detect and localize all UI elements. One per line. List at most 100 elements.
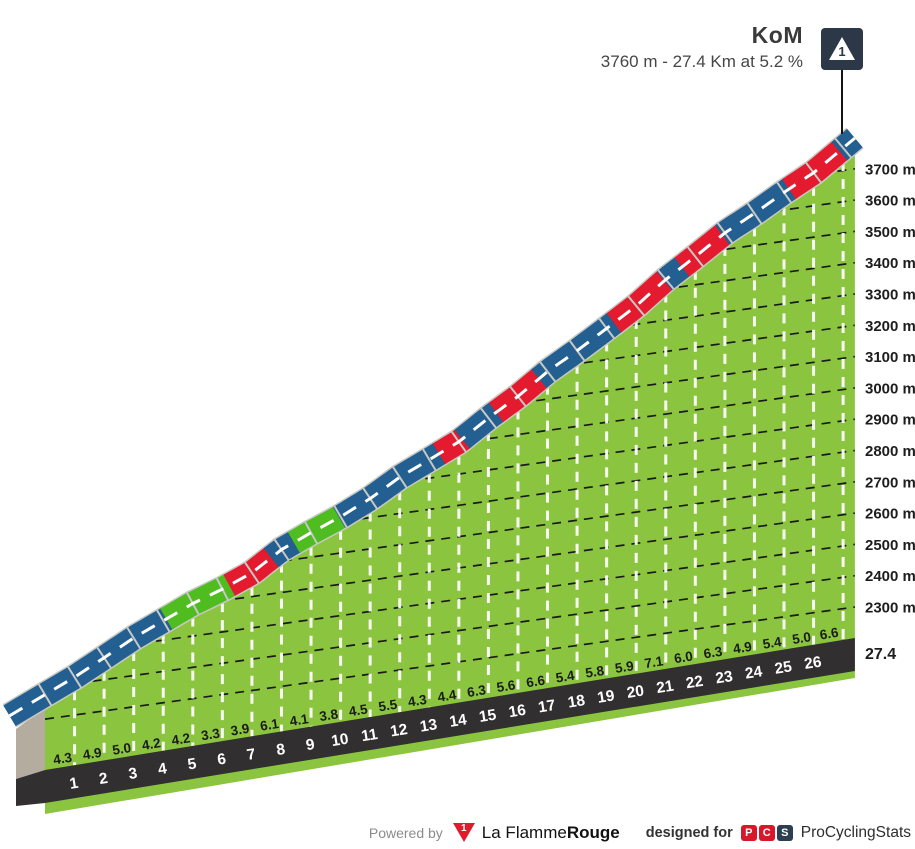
- elevation-label: 3500 m: [865, 224, 915, 241]
- road-km-separator: [834, 137, 852, 159]
- pcs-letter-c: C: [758, 824, 775, 841]
- km-label: 5: [187, 755, 199, 773]
- gradient-label: 6.6: [819, 625, 840, 643]
- elevation-gridline: [45, 574, 855, 689]
- gradient-label: 4.3: [52, 750, 73, 768]
- km-label: 2: [98, 770, 109, 788]
- road-km-separator: [480, 407, 497, 429]
- gradient-label: 5.0: [791, 629, 812, 647]
- road-km-separator: [244, 561, 260, 584]
- km-label: 15: [478, 706, 498, 726]
- elevation-gridline: [45, 606, 855, 720]
- gradient-label: 5.5: [377, 697, 398, 715]
- elevation-label: 3200 m: [865, 318, 915, 335]
- elevation-labels: 3700 m 3600 m 3500 m 3400 m 3300 m 3200 m 3100…: [865, 161, 915, 663]
- km-label: 26: [803, 653, 823, 673]
- gradient-label: 5.0: [111, 740, 132, 758]
- elevation-label: 2700 m: [865, 474, 915, 491]
- road-km-separator: [333, 505, 348, 529]
- total-distance-label: 27.4: [865, 646, 896, 663]
- elevation-label: 2800 m: [865, 443, 915, 460]
- page-title: KoM: [751, 22, 803, 48]
- gradient-label: 3.9: [230, 721, 251, 739]
- gradient-label: 4.2: [170, 730, 191, 748]
- km-label: 25: [773, 658, 793, 678]
- gradient-label: 4.9: [82, 745, 103, 763]
- gradient-label: 5.8: [584, 663, 605, 681]
- km-label: 23: [714, 668, 734, 688]
- gradient-label: 4.4: [436, 687, 457, 705]
- road-segment-blue: [715, 178, 800, 245]
- lfr-name-regular: La Flamme: [481, 822, 567, 842]
- km-label: 10: [330, 731, 350, 750]
- km-label: 4: [157, 760, 169, 778]
- elevation-label: 2400 m: [865, 568, 915, 585]
- left-side-face: [16, 708, 45, 779]
- profile-green-face: [45, 150, 855, 815]
- km-label: 16: [507, 702, 527, 722]
- title-block: KoM 3760 m - 27.4 Km at 5.2 %: [601, 22, 803, 72]
- km-label: 3: [127, 765, 139, 783]
- red-triangle-icon: [452, 823, 475, 842]
- distance-band: [45, 638, 855, 803]
- elevation-label: 3100 m: [865, 349, 915, 366]
- lfr-name-bold: Rouge: [566, 822, 620, 842]
- gradient-label: 4.2: [141, 735, 162, 753]
- elevation-label: 3300 m: [865, 287, 915, 304]
- elevation-label: 3000 m: [865, 380, 915, 397]
- road-km-separator: [627, 295, 645, 317]
- road-km-separator: [392, 466, 408, 489]
- road-km-separator: [422, 448, 437, 471]
- road-km-separator: [686, 246, 704, 268]
- elevation-label: 2600 m: [865, 506, 915, 523]
- road-km-separator: [67, 666, 83, 689]
- mountain-triangle-icon: 1: [829, 36, 855, 60]
- road-centerline: [8, 136, 856, 718]
- gradient-label: 7.1: [643, 653, 664, 671]
- pcs-letter-s: S: [776, 824, 793, 841]
- gradient-label: 3.8: [318, 706, 339, 724]
- km-label: 19: [596, 687, 616, 707]
- gradient-label: 5.4: [762, 634, 783, 652]
- gradient-label: 5.4: [555, 668, 576, 686]
- gradient-labels: 4.3 4.9 5.0 4.2 4.2 3.3 3.9 6.1 4.1 3.8 4.5 5.5 4.3 4…: [52, 625, 840, 768]
- km-label: 21: [655, 678, 675, 698]
- elevation-label: 3600 m: [865, 193, 915, 210]
- km-gridlines: [73, 161, 845, 766]
- km-label: 6: [216, 751, 228, 769]
- powered-by-label: Powered by: [368, 824, 443, 841]
- km-label: 12: [389, 721, 409, 740]
- credits-footer: Powered by 1 La FlammeRouge designed for…: [369, 822, 911, 843]
- km-label: 14: [448, 711, 468, 731]
- procyclingstats-name[interactable]: ProCyclingStats: [800, 823, 911, 841]
- km-label: 9: [305, 736, 317, 754]
- elevation-label: 2500 m: [865, 537, 915, 554]
- road-km-separator: [156, 609, 171, 633]
- lfr-logo-digit: 1: [461, 823, 467, 834]
- road-km-separator: [746, 202, 763, 225]
- km-labels: 1 2 3 4 5 6 7 8 9 10 11 12 13 14 15 16 17 18 19 20 21 22 23 24 2…: [68, 653, 823, 792]
- km-label: 7: [246, 746, 257, 764]
- climb-stats-subtitle: 3760 m - 27.4 Km at 5.2 %: [600, 52, 803, 71]
- pcs-letter-p: P: [740, 824, 757, 841]
- elevation-label: 2300 m: [865, 600, 915, 617]
- gradient-label: 5.9: [614, 658, 635, 676]
- road-km-separator: [37, 683, 53, 707]
- road-km-separator: [126, 626, 142, 650]
- la-flamme-rouge-logo-icon[interactable]: 1: [452, 822, 476, 843]
- elevation-label: 3400 m: [865, 255, 915, 272]
- gradient-label: 4.9: [732, 639, 753, 657]
- left-band-cap: [16, 770, 45, 806]
- gradient-label: 4.3: [407, 692, 428, 710]
- gradient-label: 6.6: [525, 673, 546, 691]
- designed-for-label: designed for: [645, 824, 733, 841]
- elevation-label: 3700 m: [865, 161, 915, 178]
- km-label: 24: [744, 663, 764, 683]
- gradient-label: 6.1: [259, 716, 280, 734]
- pcs-logo-icon[interactable]: P C S: [740, 824, 795, 841]
- road-km-separator: [304, 521, 318, 545]
- la-flamme-rouge-name[interactable]: La FlammeRouge: [482, 823, 620, 843]
- km-label: 11: [360, 726, 379, 745]
